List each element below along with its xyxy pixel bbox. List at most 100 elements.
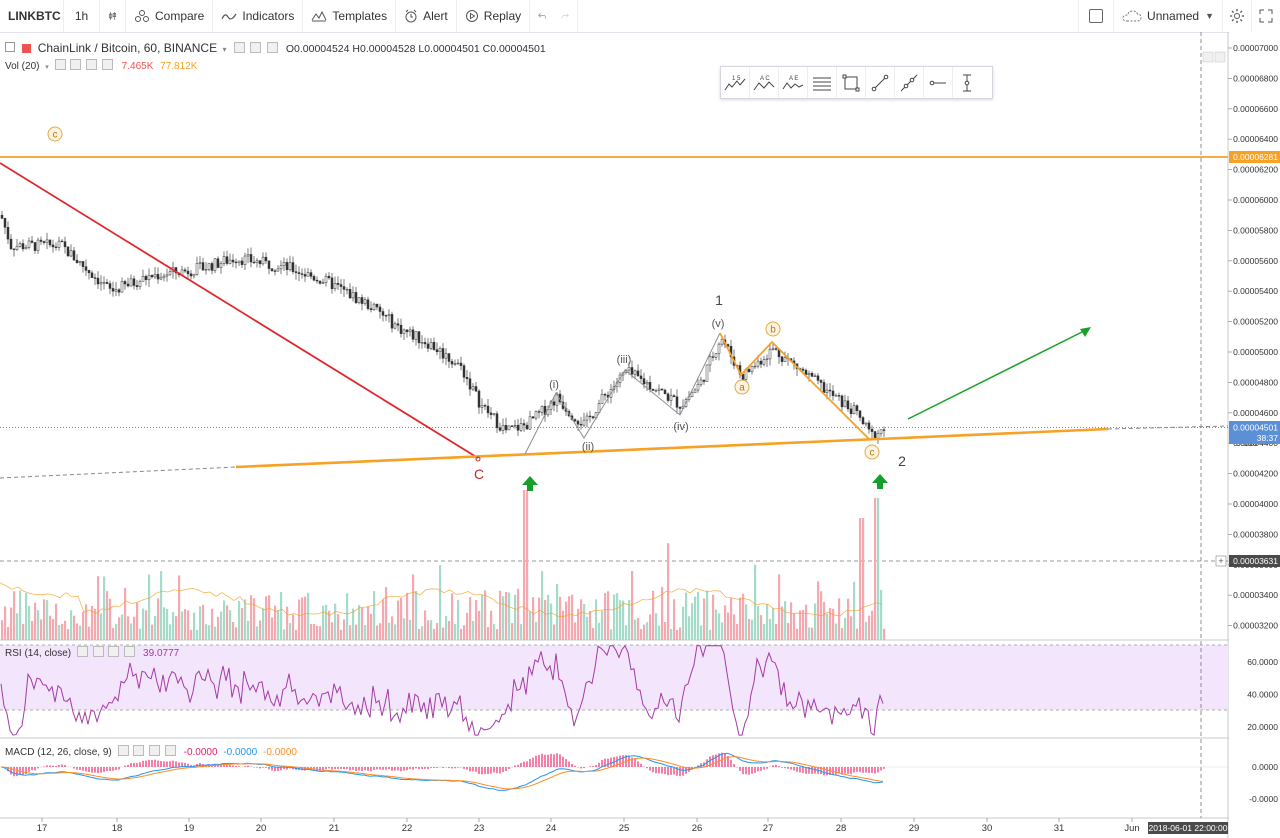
alert-button[interactable]: Alert — [396, 0, 457, 32]
candle-body — [330, 277, 334, 289]
elliott-triangle-tool[interactable]: A E — [779, 67, 808, 98]
legend-eye-icon[interactable] — [233, 42, 245, 53]
volume-bar — [79, 625, 82, 640]
candle-body — [717, 343, 721, 354]
candle-body — [285, 262, 289, 270]
volume-bar — [520, 624, 523, 640]
volume-bar — [637, 617, 640, 640]
rsi-close-icon[interactable] — [108, 646, 120, 657]
compare-button[interactable]: Compare — [126, 0, 214, 32]
volume-settings-icon[interactable] — [70, 59, 82, 70]
time-tick-label: 22 — [402, 823, 413, 834]
volume-bar — [436, 622, 439, 640]
fullscreen-checkbox[interactable] — [1089, 9, 1104, 23]
volume-bar — [814, 603, 817, 640]
macd-more-icon[interactable] — [164, 745, 176, 756]
hline-price-text: 0.00006281 — [1233, 152, 1278, 162]
legend-close-icon[interactable] — [266, 42, 278, 53]
volume-more-icon[interactable] — [101, 59, 113, 70]
interval-button[interactable]: 1h — [64, 0, 100, 32]
macd-close-icon[interactable] — [149, 745, 161, 756]
horizontal-lines-tool[interactable] — [808, 67, 837, 98]
candle-body — [96, 277, 100, 285]
candle-body — [387, 314, 391, 316]
candle-body — [138, 281, 142, 287]
indicators-button[interactable]: Indicators — [213, 0, 304, 32]
candle-body — [54, 246, 58, 248]
candle-body — [669, 395, 673, 401]
candle-body — [39, 239, 43, 242]
candle-body — [483, 405, 487, 407]
volume-bar — [544, 599, 547, 640]
volume-bar — [118, 617, 121, 640]
candle-body — [282, 262, 286, 266]
candle-body — [822, 382, 826, 393]
rsi-tick-label: 20.0000 — [1247, 722, 1278, 732]
wave-c-marker — [864, 444, 880, 460]
volume-bar — [214, 626, 217, 640]
macd-hist-value: -0.0000 — [183, 747, 218, 758]
volume-eye-icon[interactable] — [54, 59, 66, 70]
volume-bar — [526, 490, 529, 640]
vertical-line-tool[interactable] — [953, 67, 981, 98]
collapse-icon[interactable] — [5, 42, 15, 52]
maximize-button[interactable] — [1251, 0, 1280, 32]
macd-settings-icon[interactable] — [133, 745, 145, 756]
candle-body — [339, 284, 343, 287]
volume-bar — [676, 629, 679, 640]
rsi-more-icon[interactable] — [124, 646, 136, 657]
volume-close-icon[interactable] — [86, 59, 98, 70]
elliott-impulse-tool[interactable]: 1 5 — [721, 67, 750, 98]
candle-body — [348, 288, 352, 299]
volume-bar — [778, 574, 781, 640]
templates-button[interactable]: Templates — [303, 0, 397, 32]
volume-bar — [220, 611, 223, 640]
chart-canvas[interactable]: c C 1 2 (i) (ii) (iii) (iv) (v) a b c 0.… — [0, 32, 1280, 838]
symbol-search[interactable]: LINKBTC — [0, 0, 64, 32]
up-arrow-right — [872, 474, 888, 489]
replay-button[interactable]: Replay — [457, 0, 531, 32]
candle-body — [129, 278, 133, 287]
volume-bar — [130, 623, 133, 640]
series-menu-chevron-icon[interactable]: ▾ — [222, 45, 227, 54]
volume-bar — [67, 629, 70, 640]
volume-bar — [289, 622, 292, 640]
candle-body — [135, 285, 139, 287]
volume-bar — [19, 590, 22, 640]
rsi-eye-icon[interactable] — [76, 646, 88, 657]
candle-body — [0, 214, 4, 219]
candle-body — [390, 314, 394, 329]
horizontal-ray-tool[interactable] — [924, 67, 953, 98]
elliott-correction-tool[interactable]: A C — [750, 67, 779, 98]
rsi-settings-icon[interactable] — [92, 646, 104, 657]
volume-bar — [361, 607, 364, 640]
redo-button[interactable] — [554, 0, 579, 32]
volume-bar — [868, 615, 871, 640]
volume-bar — [697, 591, 700, 640]
volume-chevron-icon[interactable]: ▾ — [45, 64, 49, 71]
candle-body — [18, 243, 22, 247]
volume-bar — [472, 620, 475, 640]
volume-bar — [292, 614, 295, 640]
volume-bar — [187, 610, 190, 640]
settings-button[interactable] — [1222, 0, 1251, 32]
elliott-triangle-icon: A E — [782, 76, 804, 89]
volume-bar — [448, 621, 451, 640]
volume-bar — [832, 608, 835, 640]
rectangle-tool[interactable] — [837, 67, 866, 98]
extended-line-tool[interactable] — [895, 67, 924, 98]
layout-menu[interactable]: Unnamed ▼ — [1113, 0, 1222, 32]
undo-button[interactable] — [530, 0, 554, 32]
candle-style-button[interactable] — [100, 0, 126, 32]
fullscreen-toggle[interactable] — [1078, 0, 1113, 32]
trend-line-tool[interactable] — [866, 67, 895, 98]
rsi-tick-label: 60.0000 — [1247, 657, 1278, 667]
volume-bar — [511, 623, 514, 640]
macd-eye-icon[interactable] — [117, 745, 129, 756]
volume-bar — [85, 604, 88, 640]
candle-body — [813, 375, 817, 377]
price-tick-label: 0.00006000 — [1233, 195, 1278, 205]
legend-settings-icon[interactable] — [250, 42, 262, 53]
candle-body — [513, 424, 517, 427]
volume-bar — [52, 618, 55, 640]
